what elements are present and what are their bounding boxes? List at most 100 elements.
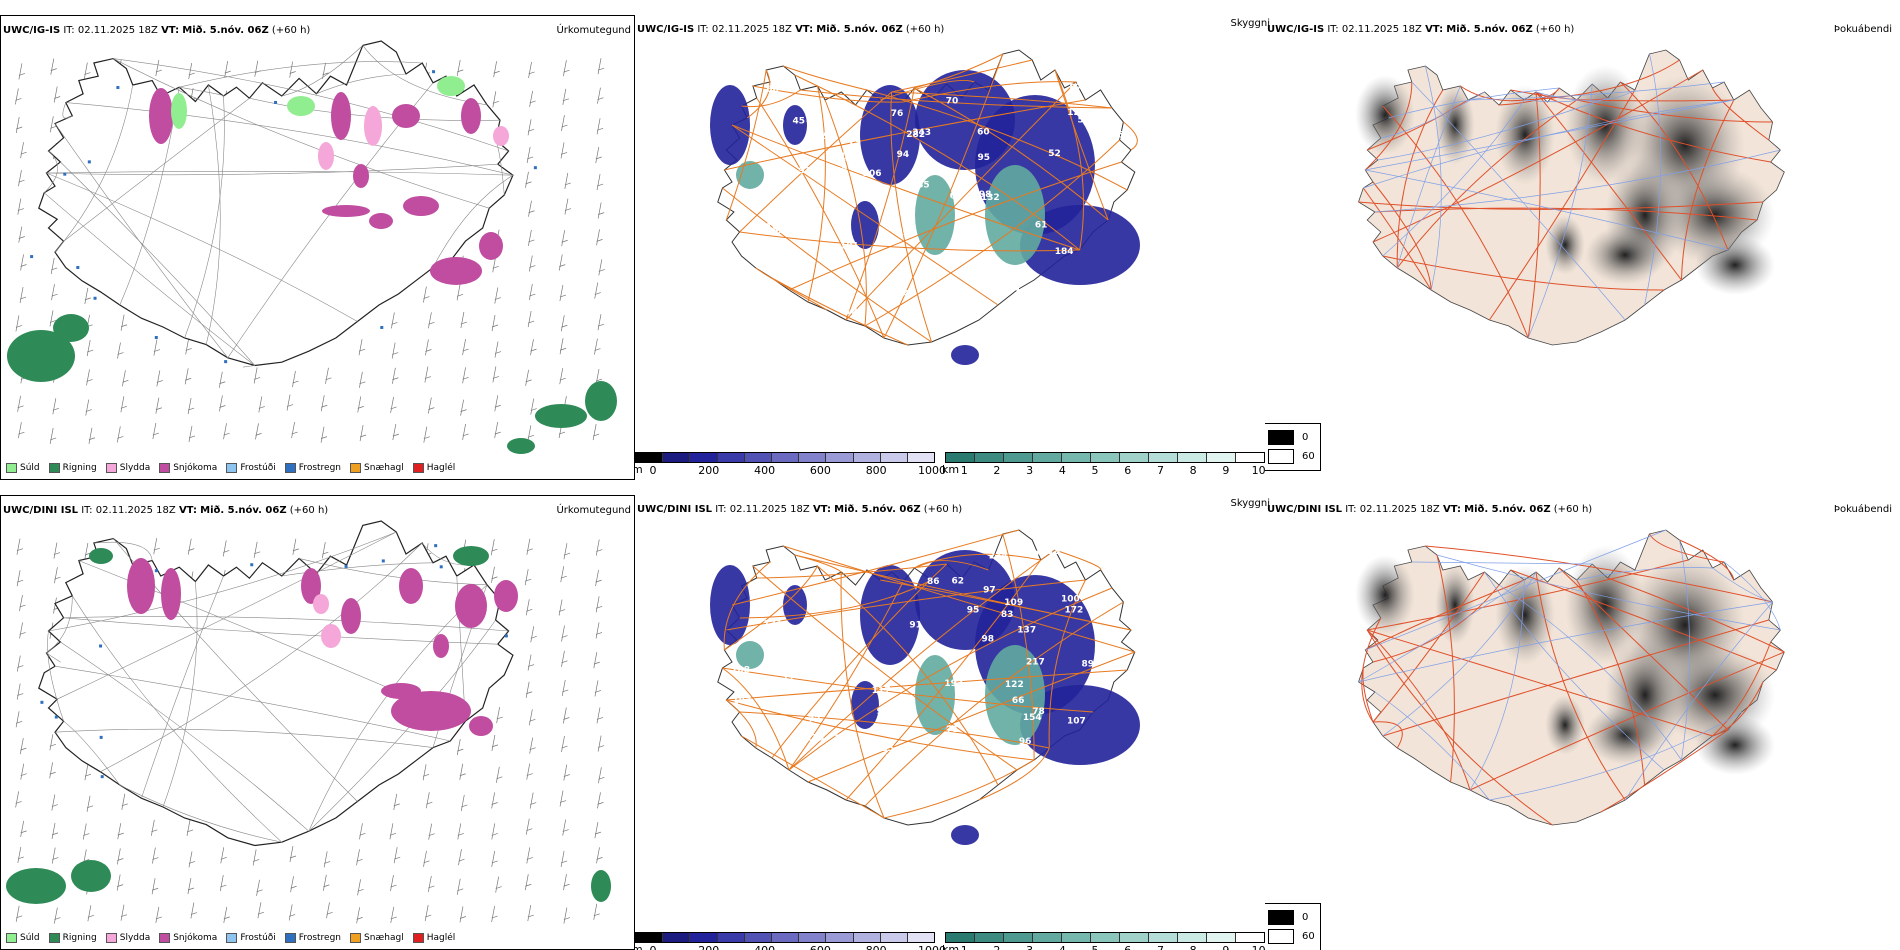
wind-barb [597,735,605,752]
wind-barb [598,259,605,276]
vt-value: Mið. 5.nóv. 06Z [200,505,287,516]
visibility-value: 109 [1004,598,1023,608]
visibility_km-bin-2 [1004,453,1033,462]
freezing-rain-pixel [76,265,80,269]
road-line [1488,89,1636,321]
road-line [242,365,255,368]
visibility_m-bin-9 [880,453,908,462]
road-line [63,720,121,786]
road-line [184,95,225,339]
visibility-value: 67 [900,795,913,805]
wind-barb [188,62,195,80]
wind-barb [594,822,602,839]
precip-areas [7,70,617,454]
road-line [48,531,397,632]
road-line [281,562,434,577]
wind-barb [460,311,467,329]
visibility-value: 85 [882,744,895,754]
road-line [1382,255,1665,291]
visibility_km-tick-0: 1 [961,944,968,950]
road-lines [1358,59,1773,339]
visibility-value: 193 [944,679,963,689]
legend-label-0: Súld [20,933,40,943]
road-line [93,541,153,561]
road-line [731,124,1080,251]
road-line [1366,629,1553,826]
wind-barb [18,422,25,439]
legend-label-0: Súld [20,463,40,473]
road-line [880,79,975,101]
visibility-value: 217 [1026,657,1045,667]
wind-barb [526,763,533,780]
road-line [162,581,198,808]
wind-barb [526,847,533,864]
precip-area [318,142,334,170]
wind-barb [527,904,534,922]
road-line [1460,85,1525,102]
wind-barb [563,874,570,891]
wind-barb [393,793,400,810]
wind-barb [597,202,605,219]
wind-barb [291,421,298,439]
wind-barb [51,794,58,811]
wind-barb [425,339,432,356]
river-line [1358,579,1525,683]
legend-label-5: Frostregn [298,933,342,943]
legend-item-6: Snæhagl [350,463,404,473]
precip-map [6,520,611,924]
wind-barb [392,424,399,441]
road-line [1607,577,1785,653]
visibility_km-tick-8: 9 [1222,944,1229,950]
wind-barb [20,763,27,780]
precip-area [171,93,187,129]
road-line [1396,89,1444,269]
low-visibility-area [860,565,920,665]
wind-barb [392,367,399,384]
wind-barb [255,423,262,440]
precip-area [535,404,587,428]
wind-barb [559,368,566,385]
precip-area [430,257,482,285]
visibility-value: 70 [946,96,959,106]
road-line [1361,617,1382,723]
road-line [1425,545,1773,603]
wind-barb [559,284,567,302]
visibility_km-bin-6 [1120,453,1149,462]
low-visibility-area [985,165,1045,265]
fog-map [1355,529,1785,826]
wind-barb [151,878,159,895]
wind-barb [596,847,603,864]
legend-swatch-6 [350,463,362,473]
wind-barb [86,369,93,386]
visibility_m-bin-1 [663,453,691,462]
model-name: UWC/DINI ISL [3,505,79,516]
wind-barb [359,424,367,442]
wind-barb [390,396,397,413]
wind-barb [428,823,435,840]
river-line [1365,99,1734,171]
wind-barb [493,61,500,78]
panel-title: UWC/IG-IS IT: 02.11.2025 18Z VT: Mið. 5.… [1267,24,1574,35]
visibility-value: 52 [1048,149,1061,159]
visibility-value: 107 [1067,716,1086,726]
wind-barb [423,850,430,867]
precip-area [89,548,113,564]
wind-barb [253,541,261,558]
panel-title: UWC/DINI ISL IT: 02.11.2025 18Z VT: Mið.… [3,505,328,516]
visibility-value: 117 [872,686,891,696]
wind-barb [15,88,22,105]
legend-swatch-5 [284,463,296,473]
road-line [60,161,256,366]
visibility-value: 75 [889,782,902,792]
road-line [1366,629,1471,791]
visibility-title: Skyggni [1230,498,1270,509]
visibility-value: 108 [936,303,955,313]
wind-barb [187,398,195,415]
visibility-value: 63 [888,782,901,792]
wind-barb [49,762,56,779]
model-name: UWC/DINI ISL [1267,504,1343,515]
fog-shade [1695,235,1775,295]
visibility_km-tick-2: 3 [1026,464,1034,477]
visibility_m-bin-2 [690,933,718,942]
wind-barb [593,903,600,920]
